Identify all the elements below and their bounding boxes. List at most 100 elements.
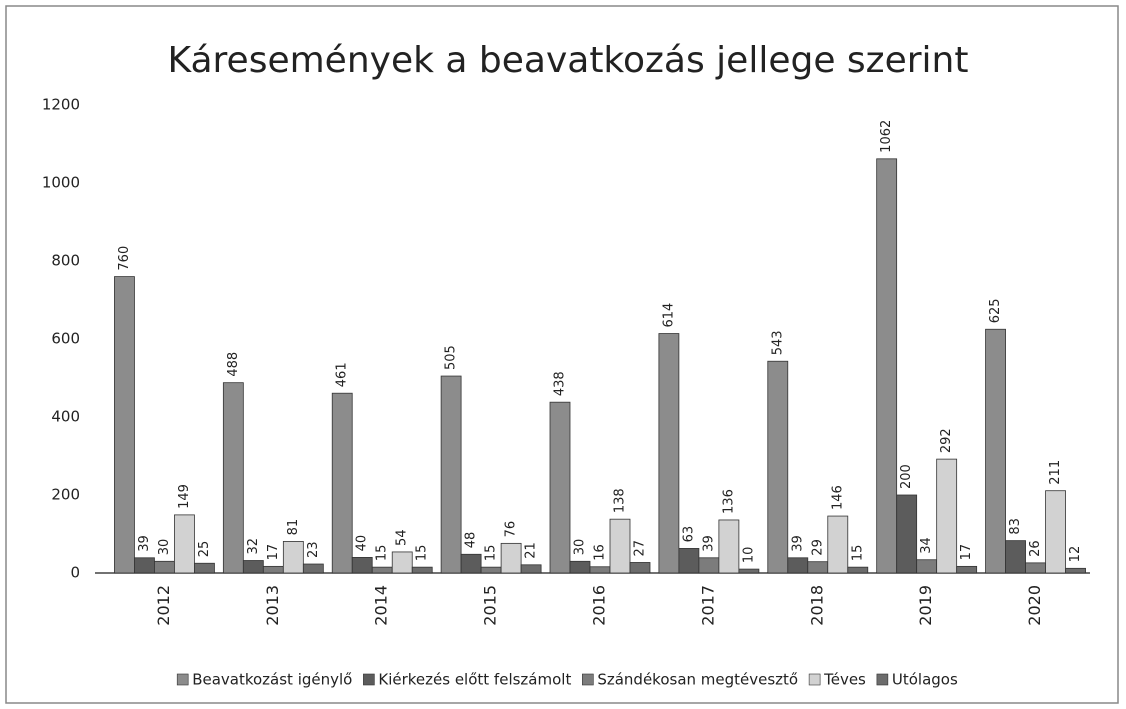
bar	[520, 564, 542, 574]
legend-swatch	[876, 673, 889, 686]
value-label: 15	[484, 545, 499, 562]
bar	[282, 541, 304, 574]
y-tick-label: 800	[51, 252, 80, 270]
bar	[609, 518, 631, 574]
bar	[629, 562, 651, 574]
bar	[242, 560, 264, 574]
bar	[738, 568, 760, 574]
bar	[480, 566, 502, 574]
value-label: 760	[117, 246, 132, 271]
value-label: 15	[415, 545, 430, 562]
bar	[1045, 490, 1066, 574]
value-label: 17	[266, 544, 281, 561]
bar	[1005, 540, 1026, 574]
bar	[460, 553, 482, 574]
bar	[194, 562, 215, 574]
value-label: 12	[1068, 546, 1083, 563]
bar	[678, 548, 700, 574]
y-tick-label: 600	[51, 330, 80, 348]
value-label: 34	[919, 537, 934, 554]
bar	[787, 557, 809, 574]
value-label: 48	[464, 532, 479, 549]
legend-swatch	[582, 673, 594, 686]
value-label: 17	[959, 544, 974, 561]
x-tick-label: 2019	[916, 585, 935, 626]
legend: Beavatkozást igénylő Kiérkezés előtt fels…	[176, 671, 958, 689]
bar	[827, 515, 849, 574]
value-label: 543	[770, 330, 785, 355]
value-label: 39	[137, 535, 152, 552]
x-tick-label: 2016	[590, 585, 609, 626]
value-label: 30	[157, 539, 172, 556]
bar	[956, 565, 978, 574]
value-label: 488	[226, 352, 241, 377]
legend-label: Utólagos	[892, 671, 958, 689]
bar	[569, 560, 591, 574]
legend-label: Kiérkezés előtt felszámolt	[378, 671, 571, 689]
value-label: 32	[246, 538, 261, 555]
bar	[549, 401, 571, 574]
x-tick-label: 2020	[1025, 585, 1044, 626]
x-tick-label: 2012	[154, 585, 173, 626]
bar	[114, 276, 135, 574]
y-tick-label: 1000	[42, 174, 80, 192]
bar	[174, 514, 195, 574]
x-tick-label: 2014	[372, 585, 391, 626]
value-label: 26	[1028, 540, 1043, 557]
bar	[698, 557, 720, 574]
bar	[440, 375, 462, 574]
bar	[847, 566, 869, 574]
legend-label: Téves	[823, 671, 866, 689]
value-label: 21	[524, 542, 539, 559]
bar	[351, 557, 373, 574]
value-label: 15	[375, 545, 390, 562]
value-label: 39	[701, 535, 716, 552]
bar	[985, 328, 1006, 574]
bar	[411, 566, 433, 574]
bar	[222, 382, 244, 574]
value-label: 23	[306, 541, 321, 558]
x-tick-label: 2013	[263, 585, 282, 626]
chart-title: Káresemények a beavatkozás jellege szeri…	[168, 40, 969, 81]
value-label: 54	[395, 529, 410, 546]
value-label: 149	[177, 484, 192, 509]
value-label: 138	[613, 488, 628, 513]
value-label: 625	[988, 298, 1003, 323]
bar	[658, 333, 680, 574]
value-label: 136	[721, 489, 736, 514]
bar	[767, 360, 789, 574]
value-label: 81	[286, 519, 301, 536]
value-label: 10	[741, 547, 756, 564]
x-tick-label: 2018	[807, 585, 826, 626]
y-tick-label: 1200	[42, 96, 80, 114]
value-label: 461	[335, 362, 350, 387]
value-label: 29	[810, 539, 825, 556]
value-label: 16	[593, 544, 608, 561]
bar	[154, 560, 175, 574]
legend-swatch	[176, 673, 189, 686]
value-label: 63	[681, 526, 696, 543]
value-label: 146	[830, 485, 845, 510]
legend-swatch	[363, 673, 375, 686]
value-label: 27	[633, 540, 648, 557]
x-tick-label: 2015	[481, 585, 500, 626]
y-tick-label: 400	[51, 408, 80, 426]
legend-label: Szándékosan megtévesztő	[597, 671, 798, 689]
bar	[500, 542, 522, 574]
y-tick-label: 200	[51, 486, 80, 504]
bar	[916, 559, 938, 574]
bar	[876, 158, 898, 574]
bar	[262, 565, 284, 574]
x-tick-label: 2017	[698, 585, 717, 626]
bar	[134, 557, 155, 574]
legend-label: Beavatkozást igénylő	[192, 671, 352, 689]
bar	[302, 563, 324, 574]
value-label: 39	[790, 535, 805, 552]
value-label: 1062	[879, 120, 894, 153]
bar	[391, 551, 413, 574]
bar	[896, 494, 918, 574]
y-tick-label: 0	[70, 564, 80, 582]
bar	[807, 561, 829, 574]
value-label: 30	[573, 539, 588, 556]
